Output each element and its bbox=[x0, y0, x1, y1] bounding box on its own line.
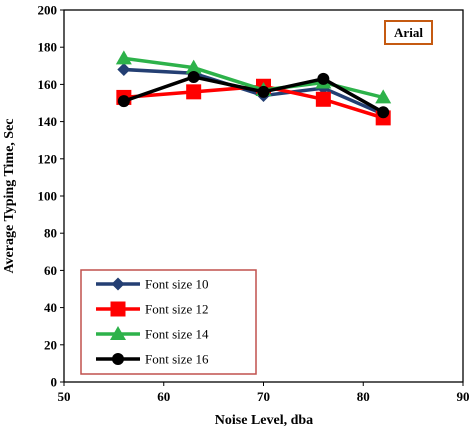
legend-label: Font size 16 bbox=[145, 352, 209, 367]
data-point bbox=[315, 91, 331, 107]
y-tick-label: 200 bbox=[38, 3, 58, 18]
y-tick-label: 180 bbox=[38, 40, 58, 55]
legend-marker bbox=[112, 353, 124, 365]
legend-label: Font size 12 bbox=[145, 302, 209, 317]
data-point bbox=[377, 106, 390, 119]
x-tick-label: 50 bbox=[58, 389, 71, 404]
legend-marker bbox=[111, 277, 125, 291]
y-tick-label: 0 bbox=[51, 375, 58, 390]
annotation-box: Arial bbox=[384, 20, 433, 45]
data-point bbox=[187, 70, 200, 83]
legend-marker bbox=[110, 326, 126, 340]
data-point bbox=[317, 72, 330, 85]
x-axis-title: Noise Level, dba bbox=[215, 413, 313, 428]
data-point bbox=[117, 95, 130, 108]
y-tick-label: 140 bbox=[38, 114, 58, 129]
legend-marker bbox=[110, 301, 126, 317]
legend-border bbox=[80, 269, 257, 375]
legend-label: Font size 10 bbox=[145, 277, 209, 292]
annotation-border bbox=[384, 20, 433, 45]
data-point bbox=[186, 84, 202, 100]
legend-item-4: Font size 16 bbox=[96, 352, 209, 367]
y-tick-label: 100 bbox=[38, 189, 58, 204]
legend-label: Font size 14 bbox=[145, 327, 209, 342]
y-tick-label: 40 bbox=[44, 300, 57, 315]
legend-item-1: Font size 10 bbox=[96, 277, 209, 292]
legend-items: Font size 10 Font size 12 Font size 14 Font… bbox=[96, 277, 209, 367]
annotation-text: Arial bbox=[394, 25, 423, 40]
x-tick-label: 80 bbox=[357, 389, 370, 404]
x-tick-label: 70 bbox=[257, 389, 270, 404]
legend-item-2: Font size 12 bbox=[96, 301, 209, 317]
y-axis-title: Average Typing Time, Sec bbox=[2, 118, 17, 273]
data-point bbox=[115, 50, 132, 65]
y-tick-label: 160 bbox=[38, 77, 58, 92]
data-point bbox=[117, 63, 131, 77]
series-layer bbox=[115, 50, 392, 126]
y-tick-label: 120 bbox=[38, 151, 58, 166]
legend-item-3: Font size 14 bbox=[96, 326, 209, 342]
axes-layer: 50 60 70 80 90 0 20 40 60 80 100 120 140 160 180 200 bbox=[38, 3, 470, 405]
x-tick-label: 90 bbox=[457, 389, 470, 404]
y-tick-label: 80 bbox=[44, 226, 57, 241]
x-tick-label: 60 bbox=[157, 389, 170, 404]
y-tick-label: 20 bbox=[44, 337, 57, 352]
legend: Font size 10 Font size 12 Font size 14 Font… bbox=[80, 269, 257, 375]
data-point bbox=[375, 89, 392, 104]
series-4 bbox=[117, 70, 390, 119]
y-tick-label: 60 bbox=[44, 263, 57, 278]
data-point bbox=[257, 85, 270, 98]
data-point bbox=[185, 59, 202, 74]
